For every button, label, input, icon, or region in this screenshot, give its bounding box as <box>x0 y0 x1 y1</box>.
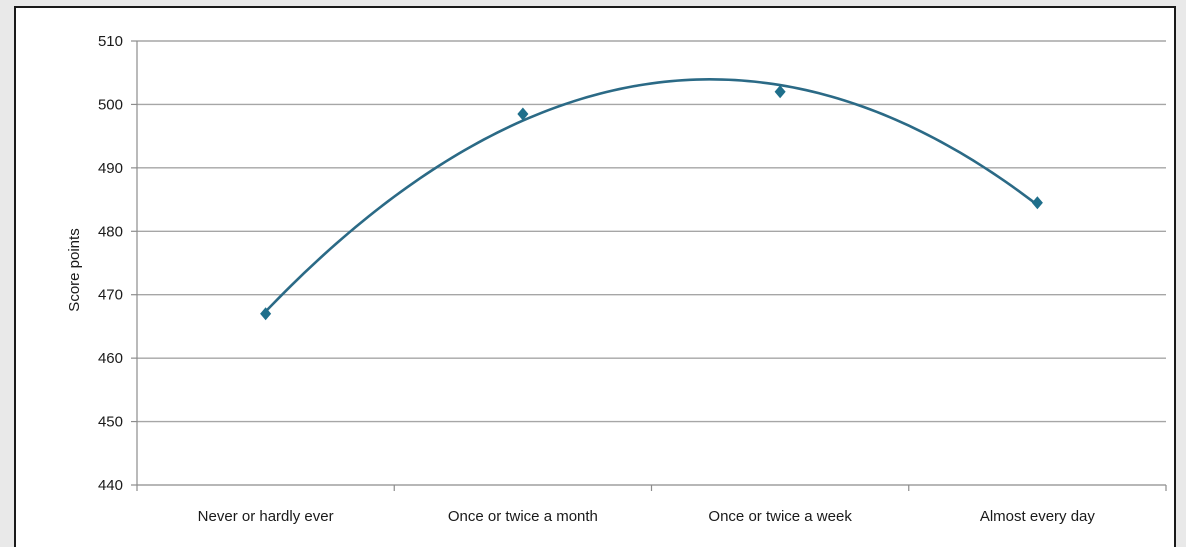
gridlines <box>137 40 1166 423</box>
y-tick-labels: 440 450 460 470 480 490 500 510 <box>98 33 123 494</box>
axes <box>131 40 1167 491</box>
y-tick-label-460: 460 <box>98 350 123 367</box>
x-tick-label-1: Once or twice a month <box>448 508 598 525</box>
x-tick-labels: Never or hardly ever Once or twice a mont… <box>198 508 1096 525</box>
x-tick-label-3: Almost every day <box>980 508 1096 525</box>
y-tick-label-500: 500 <box>98 96 123 113</box>
y-tick-label-490: 490 <box>98 160 123 177</box>
y-axis-title: Score points <box>66 228 83 311</box>
data-point-2 <box>774 85 786 99</box>
trendline <box>264 78 1039 313</box>
trendline-group <box>264 78 1039 313</box>
y-tick-label-480: 480 <box>98 223 123 240</box>
data-points <box>260 85 1043 321</box>
x-tick-label-2: Once or twice a week <box>708 508 852 525</box>
y-tick-label-450: 450 <box>98 414 123 431</box>
data-point-0 <box>260 307 272 321</box>
data-point-1 <box>517 107 529 121</box>
y-tick-label-510: 510 <box>98 33 123 50</box>
x-tick-label-0: Never or hardly ever <box>198 508 334 525</box>
y-tick-label-440: 440 <box>98 477 123 494</box>
y-tick-label-470: 470 <box>98 287 123 304</box>
data-point-3 <box>1031 196 1043 210</box>
